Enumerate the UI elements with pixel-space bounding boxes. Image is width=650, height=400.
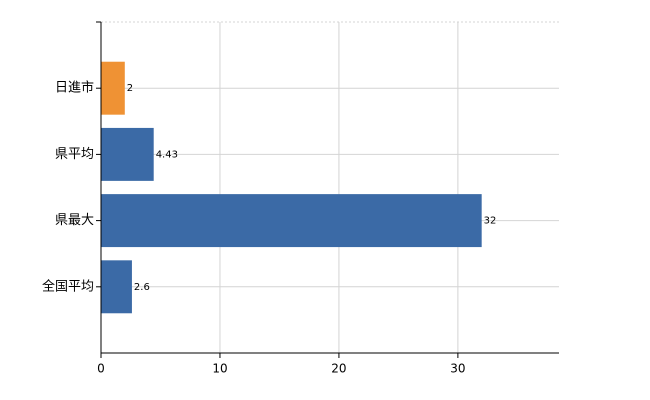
x-tick-label: 30: [450, 362, 465, 376]
x-tick-label: 20: [331, 362, 346, 376]
bar: [101, 127, 154, 181]
data-label: 2: [127, 83, 133, 94]
data-label: 32: [484, 216, 497, 227]
y-tick-label: 県平均: [55, 147, 94, 162]
data-label: 2.6: [134, 282, 150, 293]
x-tick-label: 10: [212, 362, 227, 376]
y-tick-label: 全国平均: [42, 278, 94, 294]
y-tick-label: 日進市: [55, 80, 94, 96]
bar: [101, 260, 132, 314]
y-tick-label: 県最大: [55, 213, 94, 228]
bar: [101, 194, 482, 248]
x-tick-label: 0: [97, 362, 105, 376]
bar: [101, 61, 125, 115]
data-label: 4.43: [156, 149, 178, 160]
